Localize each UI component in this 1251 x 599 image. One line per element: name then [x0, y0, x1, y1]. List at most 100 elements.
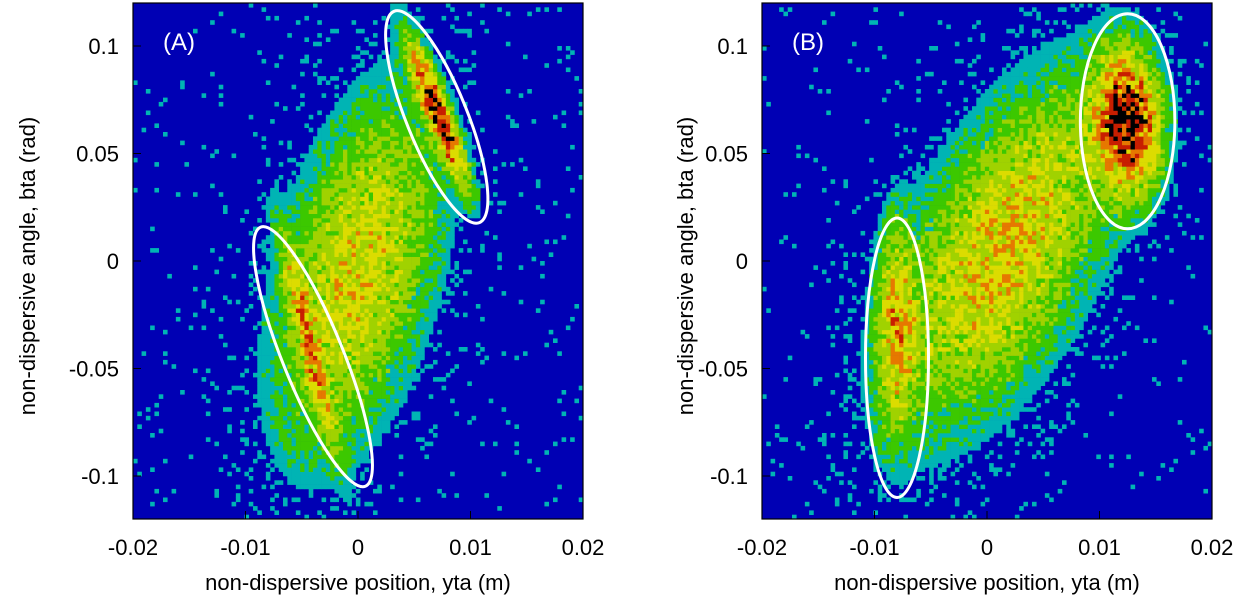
heatmap-cell: [377, 390, 382, 395]
heatmap-cell: [308, 183, 314, 189]
heatmap-cell: [244, 441, 250, 447]
heatmap-cell: [860, 398, 866, 404]
heatmap-cell: [300, 450, 305, 455]
heatmap-cell: [890, 437, 896, 442]
heatmap-cell: [343, 407, 348, 412]
heatmap-cell: [188, 454, 194, 460]
heatmap-cell: [420, 119, 425, 124]
heatmap-cell: [338, 226, 344, 232]
heatmap-cell: [950, 433, 956, 438]
heatmap-cell: [385, 385, 391, 391]
heatmap-cell: [373, 144, 378, 150]
heatmap-cell: [338, 471, 344, 477]
heatmap-cell: [317, 454, 322, 460]
heatmap-cell: [343, 364, 348, 369]
heatmap-cell: [548, 252, 554, 257]
heatmap-cell: [304, 291, 310, 296]
heatmap-cell: [437, 205, 442, 210]
heatmap-cell: [809, 420, 814, 425]
heatmap-cell: [873, 480, 879, 485]
heatmap-cell: [428, 179, 434, 184]
heatmap-cell: [424, 175, 430, 180]
heatmap-cell: [381, 351, 387, 356]
heatmap-cell: [394, 407, 400, 412]
heatmap-cell: [351, 89, 357, 94]
heatmap-cell: [377, 411, 382, 417]
heatmap-cell: [398, 175, 404, 180]
heatmap-cell: [390, 239, 395, 245]
heatmap-cell: [394, 364, 400, 369]
heatmap-cell: [210, 183, 215, 189]
heatmap-cell: [475, 183, 481, 189]
heatmap-cell: [300, 471, 305, 477]
heatmap-cell: [398, 351, 404, 356]
heatmap-cell: [441, 101, 447, 107]
heatmap-cell: [450, 119, 455, 124]
heatmap-cell: [300, 286, 305, 292]
heatmap-cell: [373, 162, 378, 167]
heatmap-cell: [253, 325, 258, 331]
heatmap-cell: [351, 450, 357, 455]
heatmap-cell: [373, 97, 378, 103]
heatmap-cell: [377, 325, 382, 331]
heatmap-cell: [377, 123, 382, 128]
heatmap-cell: [420, 162, 425, 167]
heatmap-cell: [463, 269, 468, 275]
heatmap-cell: [274, 493, 280, 498]
heatmap-cell: [283, 265, 288, 270]
heatmap-cell: [283, 248, 288, 253]
heatmap-cell: [984, 497, 990, 503]
heatmap-cell: [283, 385, 288, 391]
heatmap-cell: [428, 196, 434, 202]
heatmap-cell: [338, 230, 344, 236]
heatmap-cell: [364, 239, 370, 245]
heatmap-cell: [364, 218, 370, 223]
heatmap-cell: [377, 114, 382, 120]
heatmap-cell: [445, 153, 451, 159]
heatmap-cell: [381, 192, 387, 197]
heatmap-cell: [360, 308, 365, 313]
heatmap-cell: [398, 316, 404, 322]
heatmap-cell: [274, 63, 280, 68]
heatmap-cell: [972, 428, 977, 434]
heatmap-cell: [325, 209, 331, 214]
heatmap-cell: [903, 407, 909, 412]
heatmap-cell: [291, 308, 297, 313]
heatmap-cell: [317, 484, 322, 490]
heatmap-cell: [381, 385, 387, 391]
heatmap-cell: [343, 415, 348, 421]
heatmap-cell: [364, 84, 370, 90]
heatmap-cell: [360, 269, 365, 275]
heatmap-cell: [454, 179, 460, 184]
heatmap-cell: [1199, 428, 1204, 434]
heatmap-cell: [330, 149, 335, 154]
heatmap-cell: [1126, 454, 1131, 460]
heatmap-cell: [390, 46, 395, 51]
heatmap-cell: [283, 325, 288, 331]
heatmap-cell: [287, 420, 292, 425]
heatmap-cell: [338, 101, 344, 107]
heatmap-cell: [300, 196, 305, 202]
heatmap-cell: [954, 450, 960, 455]
heatmap-cell: [441, 299, 447, 305]
heatmap-cell: [903, 428, 909, 434]
heatmap-cell: [278, 454, 284, 460]
heatmap-cell: [355, 261, 361, 266]
heatmap-cell: [368, 149, 374, 154]
heatmap-cell: [864, 445, 870, 451]
heatmap-cell: [325, 144, 331, 150]
heatmap-cell: [347, 420, 352, 425]
heatmap-cell: [300, 428, 305, 434]
heatmap-cell: [445, 351, 451, 356]
heatmap-cell: [394, 342, 400, 348]
heatmap-cell: [321, 476, 327, 481]
heatmap-cell: [381, 209, 387, 214]
heatmap-cell: [381, 394, 387, 399]
heatmap-cell: [364, 157, 370, 163]
heatmap-cell: [351, 394, 357, 399]
heatmap-cell: [300, 342, 305, 348]
heatmap-cell: [274, 411, 280, 417]
heatmap-cell: [415, 222, 421, 227]
heatmap-cell: [355, 428, 361, 434]
heatmap-cell: [373, 136, 378, 141]
